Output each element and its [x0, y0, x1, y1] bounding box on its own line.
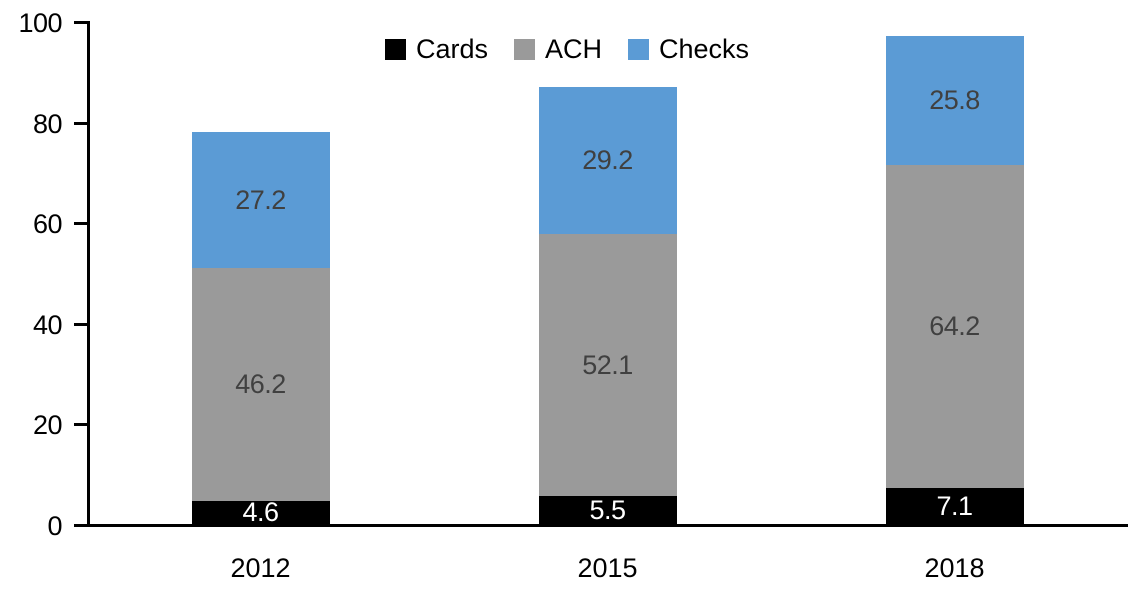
x-tick-label-2018: 2018: [924, 553, 985, 583]
y-tick-label: 100: [18, 8, 62, 38]
bar-segment-checks-2018: 25.8: [885, 35, 1024, 166]
bar-segment-checks-2012: 27.2: [191, 131, 330, 269]
legend-item-checks: Checks: [628, 33, 750, 64]
y-tick-label: 0: [47, 511, 62, 541]
legend-item-cards: Cards: [384, 33, 488, 64]
legend-label: Checks: [659, 33, 750, 64]
x-tick-label-2015: 2015: [577, 553, 638, 583]
chart-legend: Cards ACH Checks: [0, 34, 1134, 64]
legend-item-ach: ACH: [513, 33, 602, 64]
bar-value-label: 29.2: [582, 145, 633, 176]
y-tick-mark: [74, 322, 87, 326]
legend-swatch-icon: [513, 38, 535, 60]
bar-segment-cards-2018: 7.1: [885, 488, 1024, 524]
bar-value-label: 25.8: [929, 84, 980, 115]
bar-segment-ach-2015: 52.1: [538, 234, 677, 497]
bar-value-label: 52.1: [582, 349, 633, 380]
legend-swatch-icon: [384, 38, 406, 60]
bar-value-label: 64.2: [929, 311, 980, 342]
bar-segment-ach-2018: 64.2: [885, 165, 1024, 489]
x-tick-label-2012: 2012: [230, 553, 291, 583]
y-tick-label: 40: [32, 309, 63, 340]
bar-segment-cards-2012: 4.6: [191, 496, 330, 527]
bar-value-label: 7.1: [936, 490, 973, 521]
y-tick-label: 20: [32, 410, 63, 441]
legend-label: Cards: [415, 33, 488, 64]
y-tick-label: 60: [32, 209, 63, 240]
legend-swatch-icon: [628, 38, 649, 60]
bar-value-label: 27.2: [235, 184, 286, 215]
bar-segment-cards-2015: 5.5: [538, 494, 677, 525]
bar-value-label: 46.2: [235, 369, 286, 400]
y-axis-line: [87, 21, 90, 527]
y-tick-mark: [74, 21, 87, 24]
x-axis-line: [87, 524, 1128, 527]
y-tick-label: 80: [32, 108, 63, 139]
bar-value-label: 4.6: [242, 496, 279, 527]
y-tick-mark: [74, 423, 87, 427]
bar-segment-checks-2015: 29.2: [538, 87, 677, 235]
y-tick-mark: [74, 121, 87, 125]
y-tick-mark: [74, 222, 87, 226]
y-tick-mark: [74, 524, 87, 527]
bar-value-label: 5.5: [589, 494, 626, 525]
bar-segment-ach-2012: 46.2: [191, 268, 330, 501]
legend-label: ACH: [544, 33, 602, 64]
